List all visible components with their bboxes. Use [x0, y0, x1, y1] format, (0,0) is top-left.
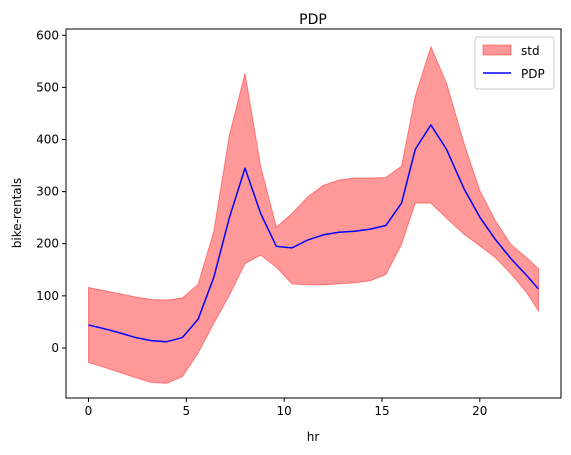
y-tick-label: 400: [36, 132, 59, 146]
legend-std-label: std: [521, 44, 540, 58]
pdp-line-layer: [88, 124, 540, 343]
y-tick-label: 600: [36, 28, 59, 42]
y-tick-label: 100: [36, 289, 59, 303]
y-axis: 0 100 200 300 400 500 600: [36, 28, 66, 355]
chart-title: PDP: [299, 12, 327, 28]
y-tick-label: 500: [36, 80, 59, 94]
y-axis-label: bike-rentals: [10, 178, 24, 249]
pdp-line: [88, 124, 540, 343]
y-tick-label: 0: [51, 341, 59, 355]
x-tick-label: 20: [472, 404, 487, 418]
x-tick-label: 10: [277, 404, 292, 418]
std-band-layer: [88, 45, 539, 384]
y-tick-label: 300: [36, 185, 59, 199]
y-tick-label: 200: [36, 237, 59, 251]
x-tick-label: 15: [374, 404, 389, 418]
x-tick-label: 0: [85, 404, 93, 418]
x-axis: 0 5 10 15 20: [85, 398, 487, 418]
legend-frame: [474, 36, 555, 90]
x-axis-label: hr: [307, 430, 320, 444]
std-band: [88, 45, 539, 384]
legend: std PDP: [474, 36, 555, 90]
legend-std-swatch: [482, 44, 512, 56]
x-tick-label: 5: [183, 404, 191, 418]
plot-area-frame: [65, 28, 562, 399]
legend-pdp-label: PDP: [521, 67, 545, 81]
